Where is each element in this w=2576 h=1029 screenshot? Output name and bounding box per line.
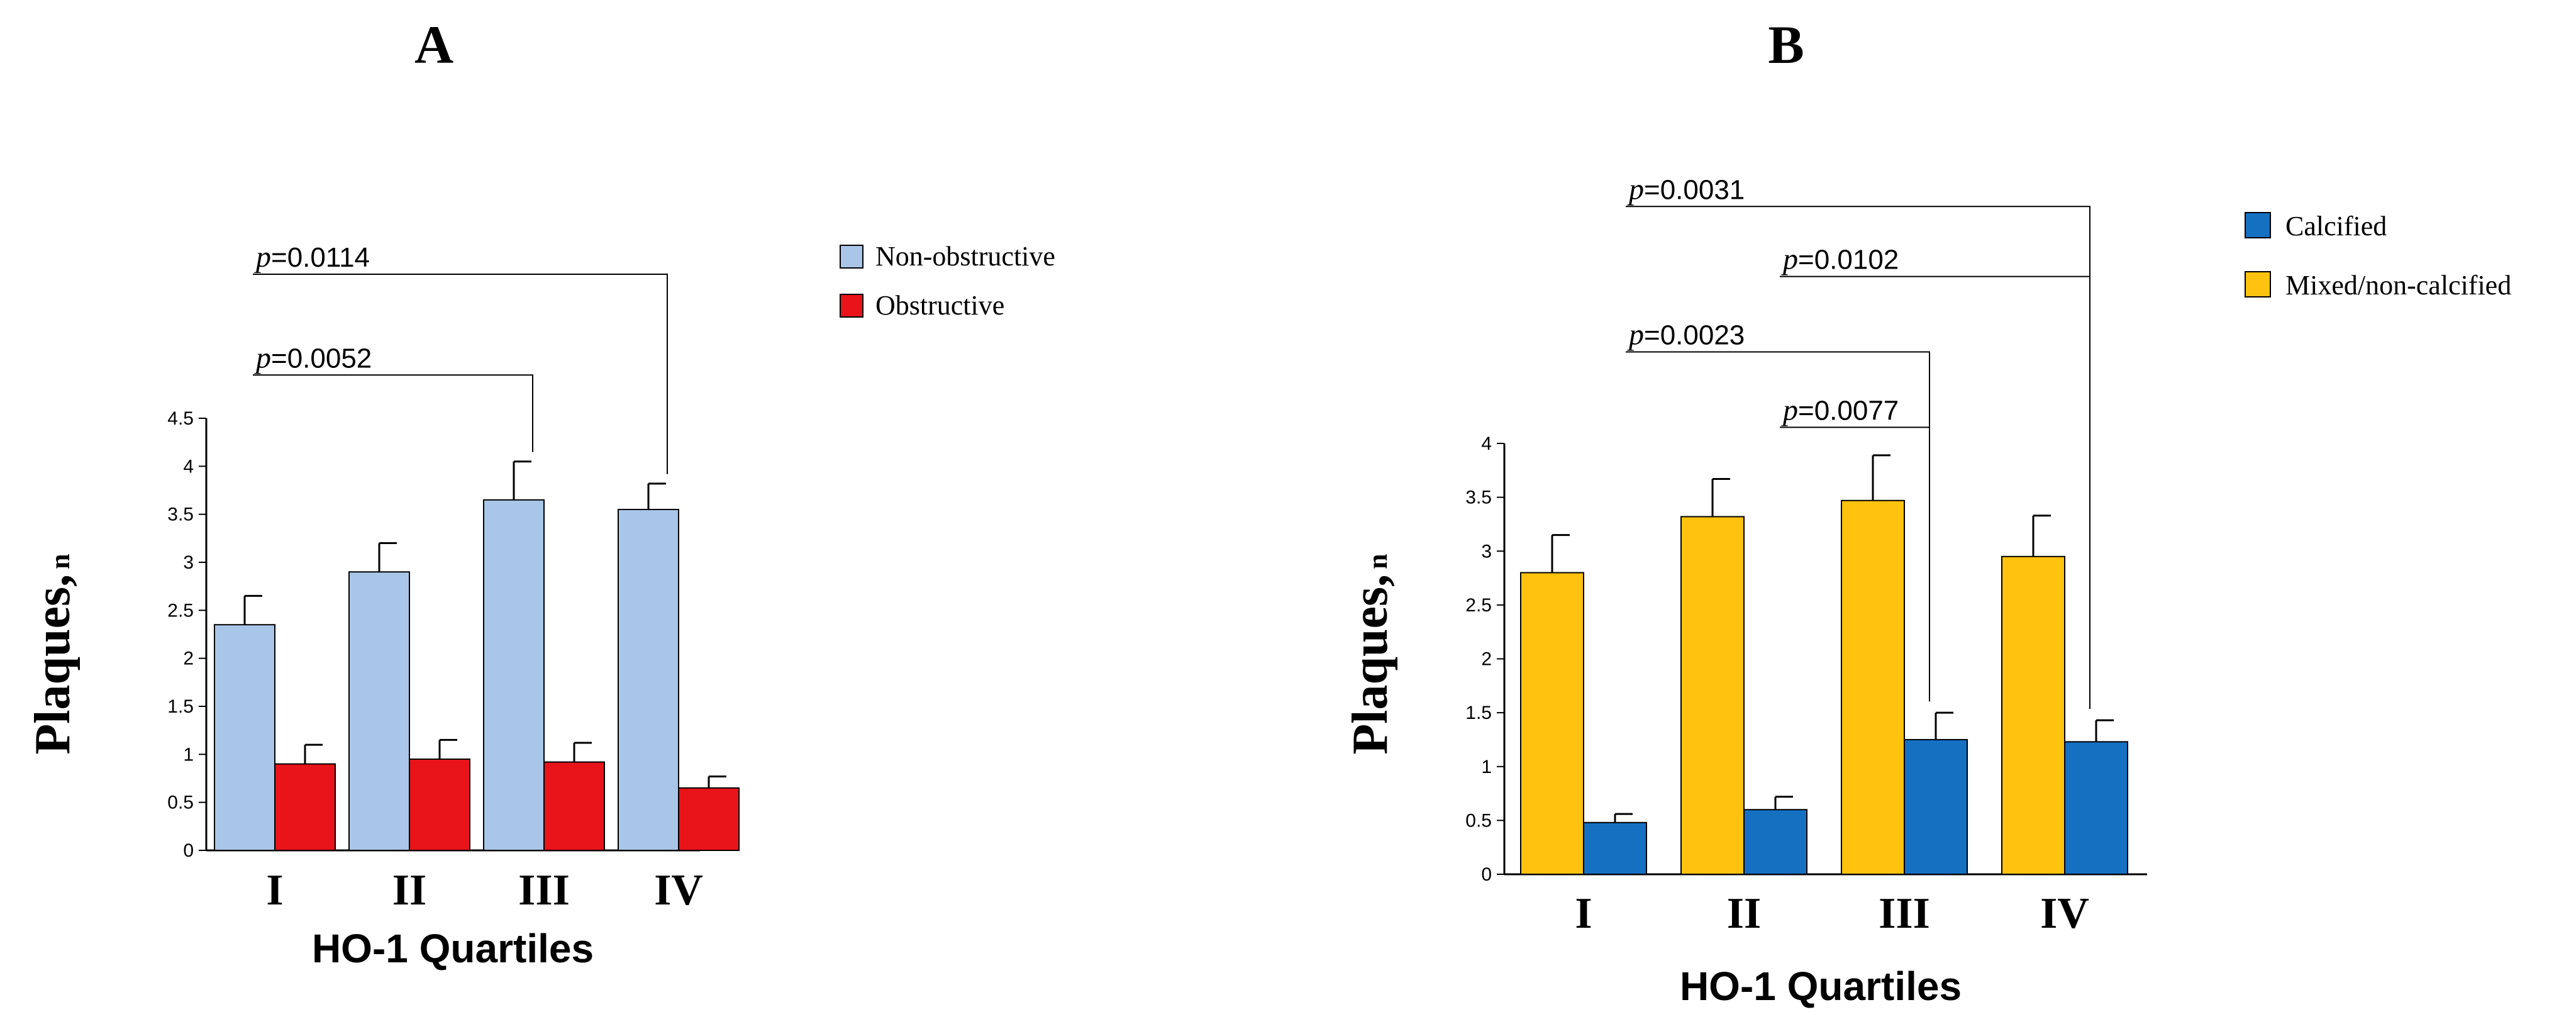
panel-b-significance-label: p=0.0023 (1627, 318, 1745, 351)
panel-a-bar-non-obstructive-ii (348, 571, 410, 851)
panel-b-bar-calcified-iii (1904, 738, 1968, 875)
panel-a-legend: Non-obstructive Obstructive (840, 241, 1055, 321)
panel-a-bar-non-obstructive-i (214, 624, 275, 851)
panel-a-y-axis-label: Plaques,n (25, 553, 80, 754)
panel-b-y-tick-label: 1 (1481, 757, 1492, 777)
panel-a-y-tick-label: 3.5 (167, 504, 194, 525)
panel-b-bar-mixed-non-calcified-iii (1841, 499, 1905, 875)
panel-a-x-axis-label: HO-1 Quartiles (312, 926, 594, 971)
panel-b-y-axis-label: Plaques,n (1343, 553, 1398, 754)
panel-b-bar-mixed-non-calcified-i (1520, 572, 1584, 875)
panel-b-significance-label: p=0.0077 (1781, 393, 1899, 426)
panel-a-significance-label: p=0.0114 (254, 240, 370, 274)
legend-label-mixed-non-calcified: Mixed/non-calcified (2285, 270, 2511, 301)
panel-b-category-label-ii: II (1727, 889, 1761, 938)
panel-a-category-label-iii: III (518, 866, 570, 915)
panel-b-significance-bracket (1626, 206, 2090, 709)
panel-b-y-tick-label: 0.5 (1465, 810, 1492, 831)
panel-b-y-tick-label: 2.5 (1465, 595, 1492, 616)
panel-b-significance-bracket (1626, 351, 1930, 702)
panel-b-bar-calcified-i (1583, 821, 1647, 876)
panel-a-y-tick-label: 3 (183, 552, 194, 573)
panel-a-bar-non-obstructive-iv (618, 509, 679, 851)
panel-a-y-tick-label: 0 (183, 840, 194, 861)
panel-b-x-axis-label: HO-1 Quartiles (1680, 964, 1962, 1009)
panel-a-bar-obstructive-i (274, 763, 336, 851)
panel-a-category-label-i: I (266, 866, 283, 915)
panel-b-significance-label: p=0.0031 (1627, 172, 1745, 206)
panel-a-category-label-iv: IV (654, 866, 703, 915)
panel-b-y-tick-label: 2 (1481, 649, 1492, 670)
panel-a-y-tick-label: 1.5 (167, 696, 194, 717)
panel-b-y-tick-label: 4 (1481, 433, 1492, 454)
panel-b-y-tick-label: 1.5 (1465, 703, 1492, 723)
panel-b-y-tick-label: 0 (1481, 864, 1492, 885)
panel-b-y-tick-label: 3.5 (1465, 487, 1492, 508)
panel-a-bar-obstructive-iii (543, 761, 605, 851)
panel-a-bar-obstructive-ii (409, 758, 470, 852)
panel-a-category-label-ii: II (392, 866, 426, 915)
panel-a-significance-bracket (253, 374, 533, 452)
panel-a-label: A (414, 14, 453, 75)
panel-b-legend: Calcified Mixed/non-calcified (2245, 211, 2511, 301)
panel-a-bar-obstructive-iv (678, 787, 740, 852)
legend-label-non-obstructive: Non-obstructive (875, 241, 1055, 272)
legend-label-obstructive: Obstructive (875, 290, 1004, 321)
panel-b-bar-mixed-non-calcified-ii (1680, 516, 1745, 875)
panel-a-y-tick-label: 4.5 (167, 408, 194, 429)
panel-a-y-tick-label: 2.5 (167, 600, 194, 621)
panel-b-bar-calcified-ii (1743, 809, 1807, 875)
legend-label-calcified: Calcified (2285, 211, 2387, 242)
panel-a-y-tick-label: 4 (183, 456, 194, 477)
legend-swatch-calcified (2245, 212, 2271, 238)
legend-swatch-obstructive (840, 294, 863, 318)
panel-b-category-label-iii: III (1879, 889, 1930, 938)
panel-a-y-tick-label: 0.5 (167, 793, 194, 813)
panel-b-category-label-iv: IV (2040, 889, 2089, 938)
legend-swatch-non-obstructive (840, 245, 863, 269)
panel-b-category-label-i: I (1575, 889, 1592, 938)
legend-swatch-mixed-non-calcified (2245, 271, 2271, 298)
panel-a-significance-label: p=0.0052 (254, 341, 372, 374)
panel-a-bar-non-obstructive-iii (483, 499, 545, 851)
panel-b-bar-calcified-iv (2064, 741, 2128, 876)
panel-a-y-tick-label: 1 (183, 744, 194, 765)
panel-b-significance-label: p=0.0102 (1781, 243, 1899, 276)
panel-b-bar-mixed-non-calcified-iv (2001, 555, 2065, 875)
panel-b-label: B (1768, 14, 1804, 75)
panel-a-significance-bracket (253, 274, 668, 474)
panel-b-y-tick-label: 3 (1481, 541, 1492, 562)
panel-a-y-tick-label: 2 (183, 648, 194, 669)
